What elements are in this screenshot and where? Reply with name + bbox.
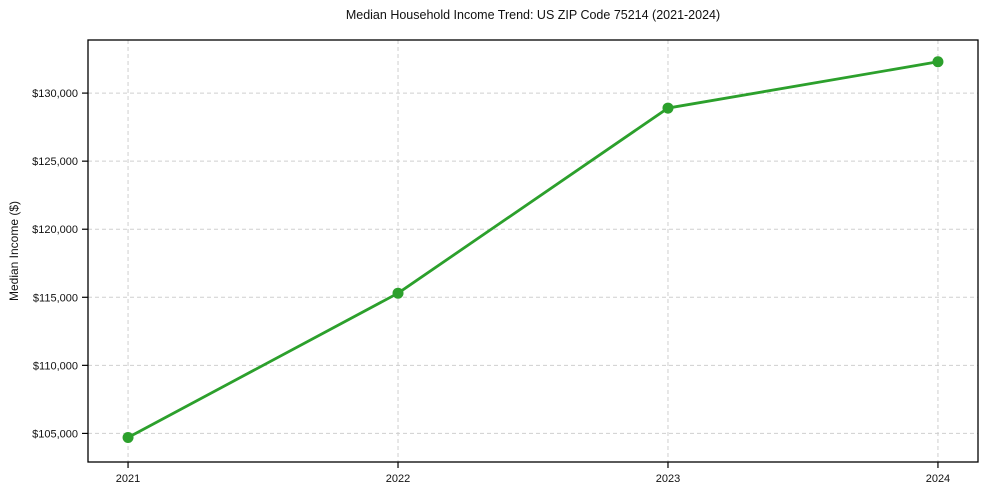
y-tick-label: $125,000 (32, 156, 78, 168)
trend-line (126, 60, 940, 439)
y-tick-label: $120,000 (32, 224, 78, 236)
chart-title: Median Household Income Trend: US ZIP Co… (345, 8, 721, 22)
x-tick-label: 2022 (386, 473, 410, 485)
data-point (932, 56, 944, 68)
x-tick-label: 2021 (116, 473, 140, 485)
y-tick-label: $130,000 (32, 88, 78, 100)
data-point (662, 102, 674, 114)
y-tick-label: $115,000 (33, 292, 78, 304)
plot-border (87, 39, 979, 463)
data-point (122, 431, 134, 443)
data-point (392, 287, 404, 299)
y-tick-label: $110,000 (33, 360, 78, 372)
x-tick-label: 2023 (656, 473, 680, 485)
y-tick-label: $105,000 (32, 428, 78, 440)
x-tick-label: 2024 (926, 473, 950, 485)
